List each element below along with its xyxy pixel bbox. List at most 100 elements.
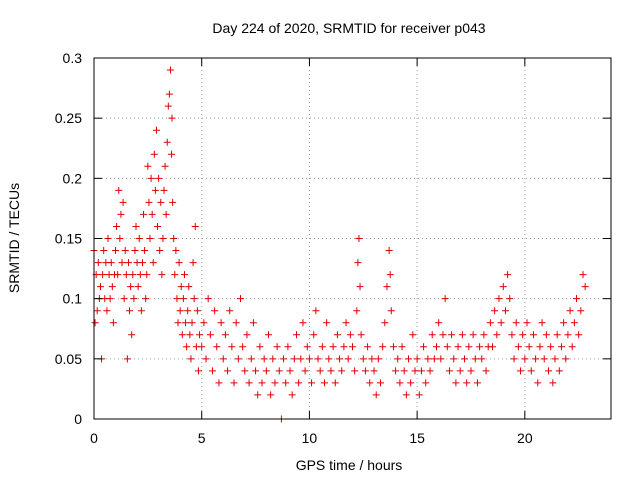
data-point: [142, 295, 150, 303]
data-point: [383, 283, 391, 291]
data-point: [420, 343, 428, 351]
data-point: [172, 247, 180, 255]
data-point: [549, 379, 557, 387]
data-point: [196, 331, 204, 339]
x-tick-layer: 0 5 10 15 20: [90, 58, 533, 446]
data-point: [106, 295, 114, 303]
data-point: [430, 355, 438, 363]
data-point: [184, 307, 192, 315]
data-point: [545, 367, 553, 375]
data-point: [424, 355, 432, 363]
data-point: [575, 331, 583, 339]
y-tick-label: 0.05: [55, 351, 82, 367]
data-point: [458, 331, 466, 339]
data-point: [236, 295, 244, 303]
y-tick-label: 0.2: [63, 170, 83, 186]
y-tick-layer: 0 0.05 0.1 0.15 0.2 0.25 0.3: [55, 50, 611, 427]
data-point: [463, 379, 471, 387]
data-point: [514, 343, 522, 351]
data-point: [175, 259, 183, 267]
data-point: [443, 343, 451, 351]
data-point: [467, 367, 475, 375]
data-point: [280, 355, 288, 363]
data-point: [355, 235, 363, 242]
data-point: [154, 222, 162, 230]
data-point: [213, 343, 221, 351]
data-point: [187, 355, 195, 363]
data-point: [123, 355, 131, 363]
data-point: [519, 331, 527, 339]
data-point: [121, 247, 129, 255]
data-point: [173, 295, 181, 303]
data-point: [320, 379, 328, 387]
data-point: [129, 271, 137, 279]
data-point: [366, 379, 374, 387]
data-point: [409, 331, 417, 339]
data-point: [491, 307, 499, 315]
chart-title: Day 224 of 2020, SRMTID for receiver p04…: [212, 20, 485, 36]
data-point: [168, 114, 176, 122]
data-point: [252, 367, 260, 375]
data-point: [354, 259, 362, 267]
data-point: [329, 343, 337, 351]
data-point: [185, 283, 193, 291]
data-point: [288, 391, 296, 399]
data-point: [117, 210, 125, 218]
data-point: [452, 379, 460, 387]
data-point: [146, 235, 154, 242]
data-point: [342, 319, 350, 327]
data-point: [314, 355, 322, 363]
data-point: [271, 379, 279, 387]
data-point: [128, 331, 136, 339]
data-point: [450, 355, 458, 363]
data-point: [269, 355, 277, 363]
data-point: [264, 331, 272, 339]
data-point: [232, 319, 240, 327]
data-point: [303, 343, 311, 351]
data-point: [160, 186, 168, 194]
data-point: [91, 319, 99, 327]
x-axis-label: GPS time / hours: [296, 457, 403, 473]
data-point: [346, 331, 354, 339]
data-point: [171, 271, 179, 279]
data-point: [152, 126, 160, 134]
data-point: [118, 259, 126, 267]
data-point: [361, 367, 369, 375]
data-point: [286, 367, 294, 375]
data-point: [204, 295, 212, 303]
data-point: [138, 259, 146, 267]
data-point: [158, 271, 166, 279]
data-point: [135, 235, 143, 242]
data-point: [120, 295, 128, 303]
data-point: [200, 319, 208, 327]
data-point: [499, 283, 507, 291]
data-point: [465, 343, 473, 351]
data-point: [247, 355, 255, 363]
data-point: [327, 367, 335, 375]
data-point: [333, 331, 341, 339]
data-point: [134, 283, 142, 291]
data-point: [149, 259, 157, 267]
data-point: [402, 391, 410, 399]
data-point: [486, 319, 494, 327]
data-point: [534, 379, 542, 387]
data-point: [179, 295, 187, 303]
data-point: [529, 331, 537, 339]
data-point: [107, 259, 115, 267]
x-tick-label: 10: [302, 430, 318, 446]
data-point: [441, 295, 449, 303]
data-point: [165, 90, 173, 98]
data-point: [115, 186, 123, 194]
data-point: [130, 295, 138, 303]
data-point: [174, 319, 182, 327]
data-point: [228, 343, 236, 351]
data-point: [163, 138, 171, 146]
data-point: [573, 295, 581, 303]
data-point: [221, 331, 229, 339]
data-point: [437, 355, 445, 363]
data-point: [282, 379, 290, 387]
data-point: [542, 331, 550, 339]
data-point: [340, 343, 348, 351]
